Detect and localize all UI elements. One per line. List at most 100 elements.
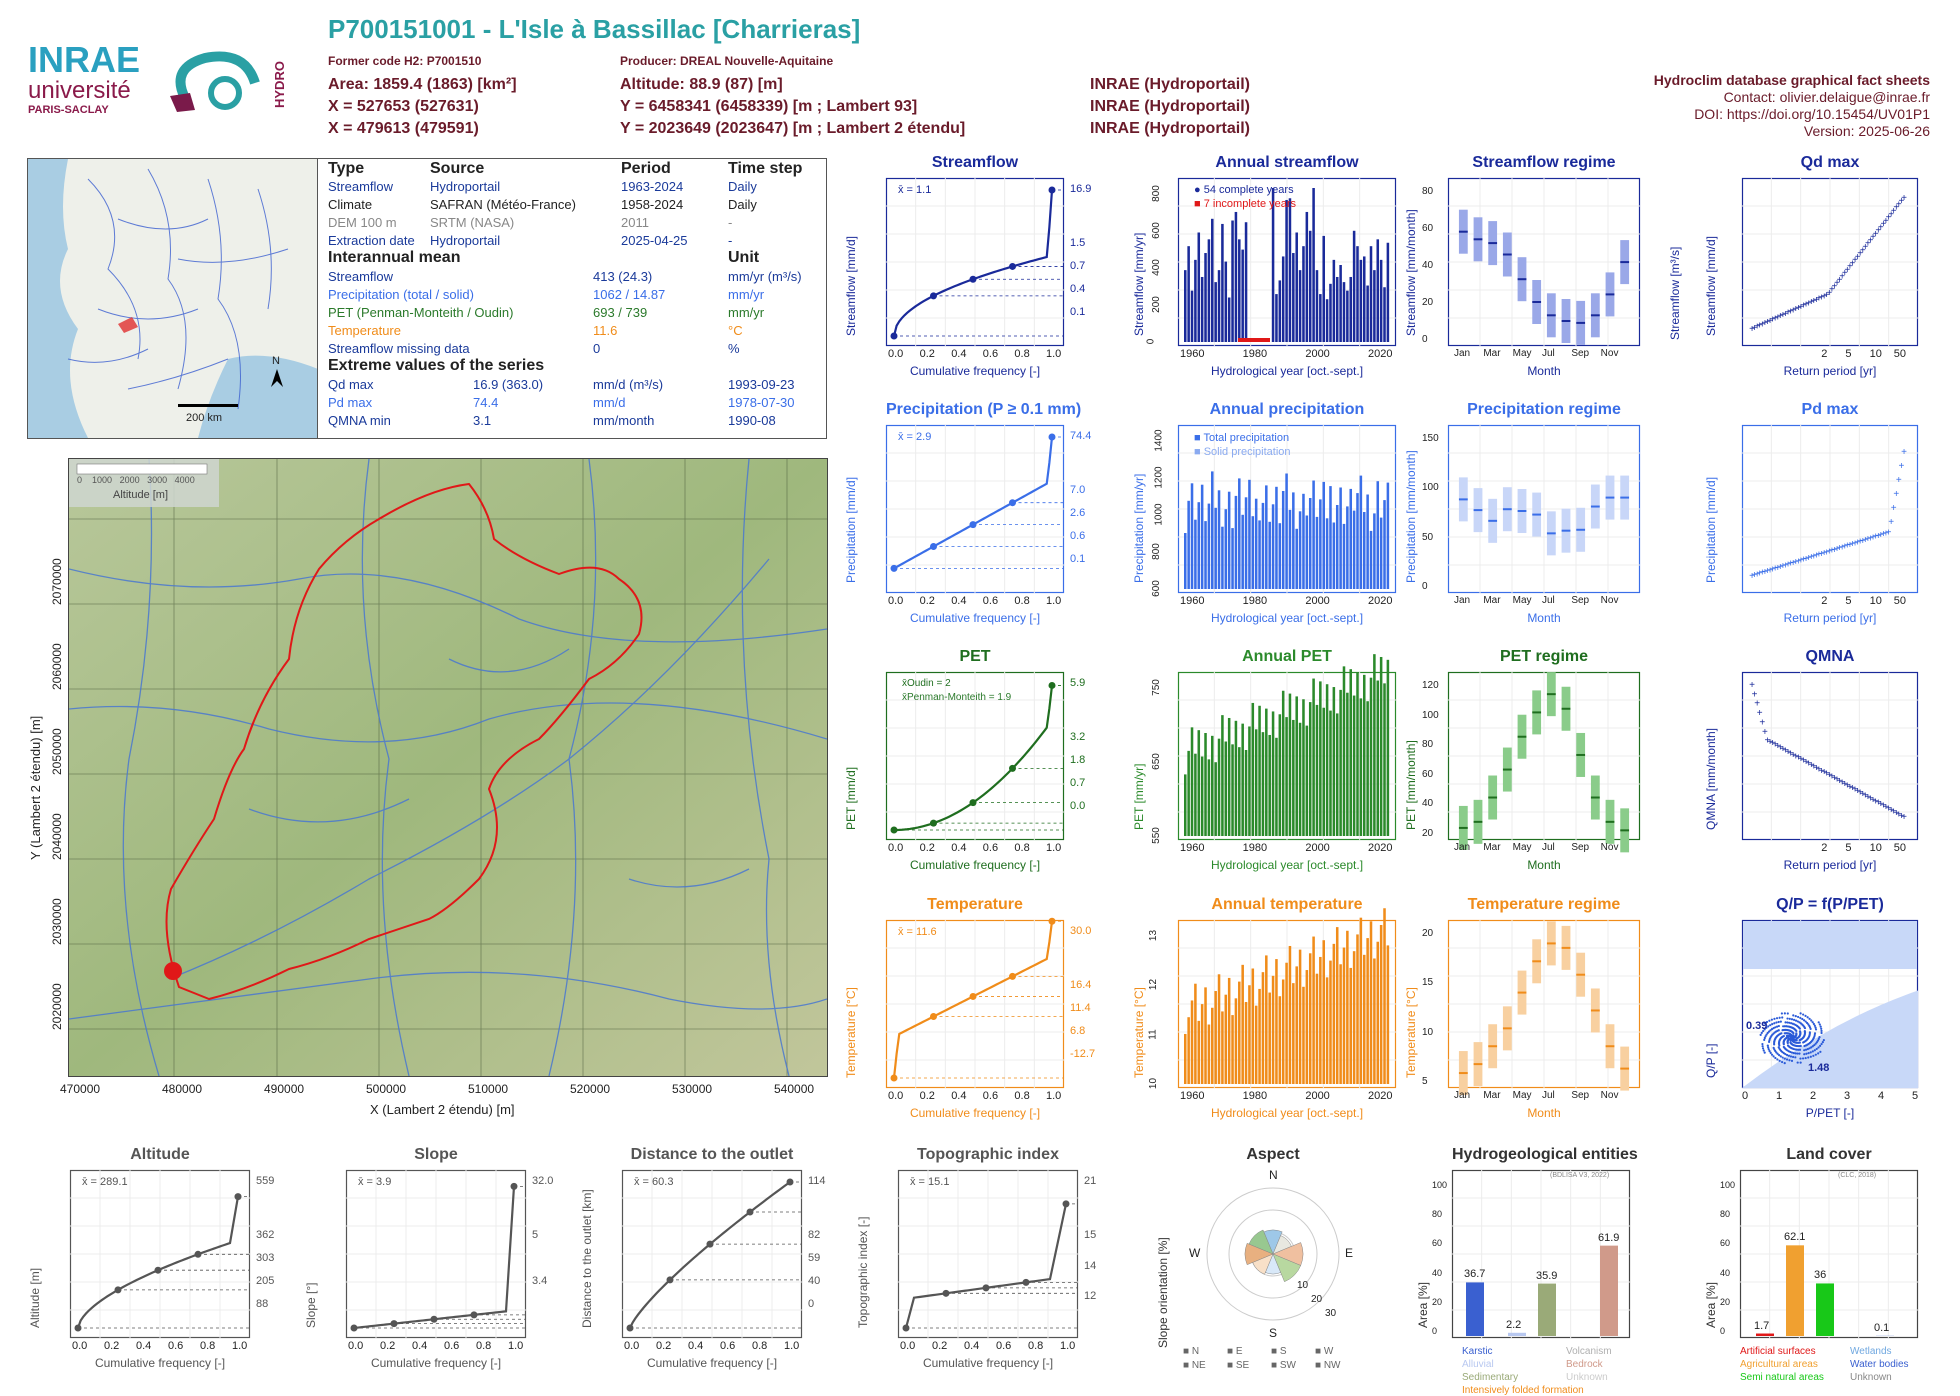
topo-cum-title: Topographic index: [898, 1146, 1078, 1164]
slope-cum-quantile-point: [471, 1311, 478, 1318]
annual-pet-xtick: 1960: [1180, 842, 1204, 854]
streamflow-cum: [886, 178, 1064, 346]
temp-cum-xtick: 0.8: [1014, 1090, 1029, 1102]
row-source: Hydroportail: [430, 178, 500, 196]
annual-temp-ytick: 10: [1148, 1078, 1159, 1089]
distance-cum-right-label: 59: [808, 1252, 820, 1264]
qp-point: [1802, 1013, 1804, 1015]
precip-regime-ylabel: Precipitation [mm/month]: [1404, 450, 1418, 583]
annual-temp-bar: [1333, 944, 1336, 1084]
streamflow-regime-ylabel: Streamflow [mm/month]: [1404, 209, 1418, 336]
annual-streamflow-bar: [1184, 270, 1187, 342]
precip-cum-mean: x̄ = 2.9: [898, 431, 931, 443]
legend-tick: 1000: [92, 475, 112, 485]
hydrogeo-bar: [1466, 1282, 1484, 1336]
topo-cum-xtick: 0.0: [900, 1340, 915, 1352]
db-title: Hydroclim database graphical fact sheets: [1654, 72, 1930, 89]
annual-streamflow-xtick: 2020: [1368, 348, 1392, 360]
topo-cum-ylabel: Topographic index [-]: [856, 1217, 870, 1328]
annual-pet-bar: [1241, 724, 1244, 836]
version: Version: 2025-06-26: [1654, 123, 1930, 140]
annual-streamflow-bar: [1187, 246, 1190, 342]
qp-point: [1768, 1020, 1770, 1022]
qp-point: [1795, 1015, 1797, 1017]
pet-cum-xtick: 0.4: [951, 842, 966, 854]
annual-precip-bar: [1285, 474, 1288, 590]
annual-precip-ytick: 1000: [1154, 503, 1165, 525]
qp-point: [1820, 1043, 1822, 1045]
altitude-cum-mean: x̄ = 289.1: [82, 1176, 128, 1188]
landcover-note: (CLC, 2018): [1838, 1172, 1876, 1179]
overview-map: 200 km N: [27, 158, 319, 439]
x-lambert2: X = 479613 (479591): [328, 120, 479, 138]
annual-streamflow-xtick: 2000: [1305, 348, 1329, 360]
qp-point: [1799, 1017, 1801, 1019]
annual-precip-bar: [1208, 504, 1211, 589]
qp-point: [1774, 1057, 1776, 1059]
aspect-dir-w: W: [1189, 1246, 1200, 1260]
annual-pet-bar: [1289, 694, 1292, 836]
qp-point: [1809, 1031, 1811, 1033]
annual-precip-bar: [1272, 504, 1275, 589]
annual-temp-bar: [1363, 955, 1366, 1084]
precip-cum-xtick: 0.8: [1014, 595, 1029, 607]
annual-streamflow-bar: [1306, 212, 1309, 342]
qp-point: [1807, 1056, 1809, 1058]
annual-streamflow-bar: [1295, 232, 1298, 342]
annual-streamflow-bar: [1302, 246, 1305, 342]
precip-regime-xtick: Jul: [1542, 595, 1555, 606]
annual-pet-bar: [1356, 672, 1359, 836]
annual-temp-bar: [1268, 993, 1271, 1084]
precip-cum-xtick: 1.0: [1046, 595, 1061, 607]
incomplete-years-marker: [1238, 338, 1270, 342]
annual-pet-bar: [1211, 736, 1214, 836]
qp-point: [1818, 1036, 1820, 1038]
streamflow-regime-ytick: 40: [1422, 260, 1433, 271]
slope-cum-quantile-point: [431, 1316, 438, 1323]
map-legend-ticks: 0 1000 2000 3000 4000: [77, 475, 195, 485]
aspect-title: Aspect: [1178, 1146, 1368, 1164]
temp-cum: [886, 920, 1064, 1088]
map-ytick: 2020000: [50, 983, 64, 1030]
th-step: Time step: [728, 160, 802, 178]
hydrogeo-value: 2.2: [1506, 1319, 1521, 1331]
qp-point: [1820, 1025, 1822, 1027]
annual-precip-bar: [1319, 499, 1322, 589]
annual-pet-bar: [1245, 750, 1248, 836]
annual-precip-bar: [1299, 511, 1302, 589]
annual-temp-bar: [1370, 921, 1373, 1084]
annual-streamflow-bar: [1211, 219, 1214, 342]
annual-pet-bar: [1238, 747, 1241, 836]
annual-precip-bar: [1387, 483, 1390, 589]
qp-scatter-xlabel: P/PET [-]: [1742, 1106, 1918, 1120]
annual-streamflow-bar: [1191, 291, 1194, 342]
annual-pet: [1178, 672, 1396, 840]
qp-point: [1781, 1016, 1783, 1018]
altitude-cum-right-label: 205: [256, 1275, 274, 1287]
streamflow-regime-xlabel: Month: [1448, 364, 1640, 378]
temp-cum-quantile-point: [891, 1075, 898, 1082]
precip-cum-quantile-point: [930, 543, 937, 550]
qp-point: [1768, 1041, 1770, 1043]
annual-precip-bar: [1194, 520, 1197, 589]
qmna: ++++++++++++++++++++++++++++++++++++++++…: [1742, 672, 1918, 840]
annual-pet-bar: [1235, 721, 1238, 836]
qp-scatter-title: Q/P = f(P/PET): [1742, 896, 1918, 914]
qd-max-xtick: 50: [1894, 348, 1906, 360]
mean-value: 0: [593, 340, 600, 358]
qp-point: [1800, 1012, 1802, 1014]
annual-temp-bar: [1356, 934, 1359, 1084]
qp-point: [1778, 1021, 1780, 1023]
pet-regime-xtick: Jul: [1542, 842, 1555, 853]
annual-temp-bar: [1302, 987, 1305, 1084]
annual-pet-bar: [1279, 714, 1282, 836]
landcover-ytick: 100: [1720, 1180, 1735, 1190]
pd-max-title: Pd max: [1742, 401, 1918, 419]
annual-temp-xlabel: Hydrological year [oct.-sept.]: [1178, 1106, 1396, 1120]
qmna-point: +: [1901, 812, 1907, 823]
legend-tick: 4000: [175, 475, 195, 485]
precip-regime-xtick: May: [1513, 595, 1532, 606]
qp-xtick: 2: [1810, 1090, 1816, 1102]
streamflow-cum-mean: x̄ = 1.1: [898, 184, 931, 196]
qp-point: [1784, 1062, 1786, 1064]
